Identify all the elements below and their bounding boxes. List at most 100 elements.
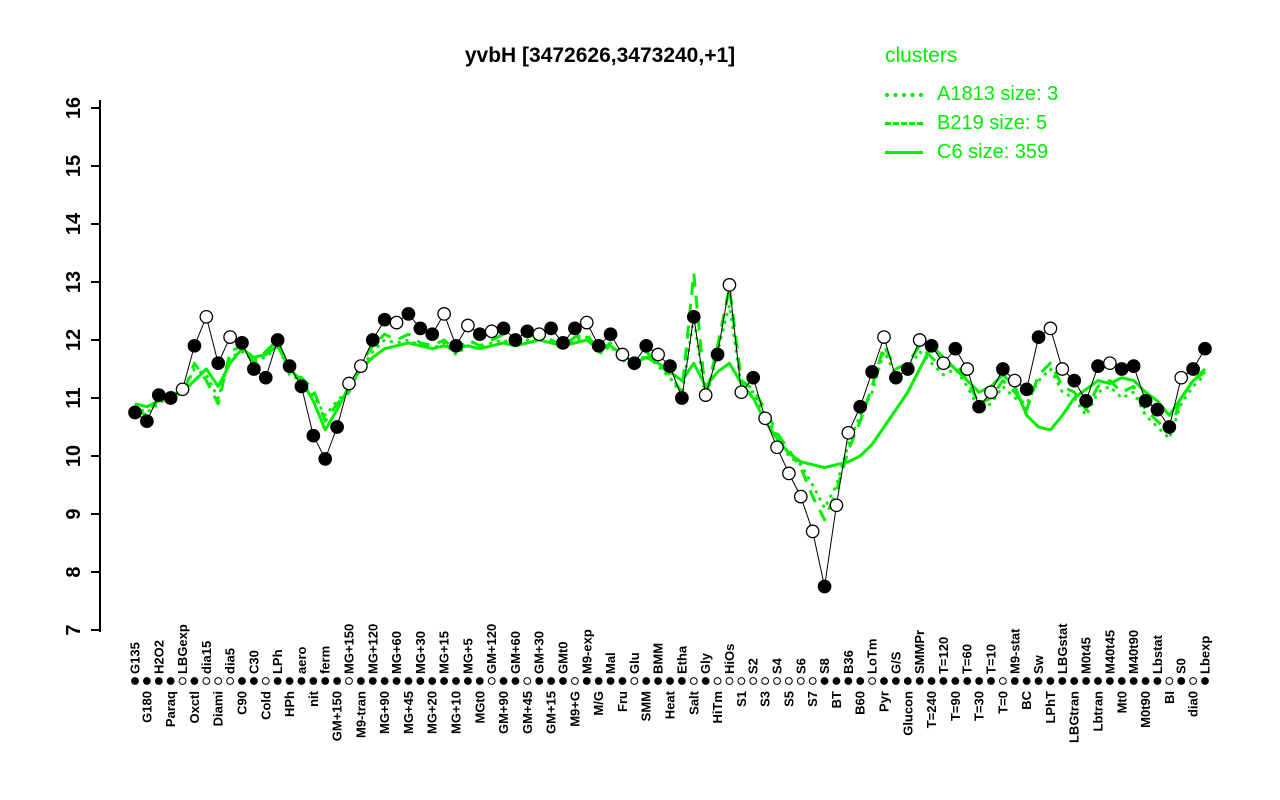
x-axis-label: M9-exp [579,629,594,674]
legend: clusters A1813 size: 3 B219 size: 5 C6 s… [885,44,1215,167]
condition-dot [214,677,223,685]
x-axis-label: SMM [639,691,654,721]
data-point [1174,370,1189,385]
x-axis-label: BC [1019,690,1034,709]
x-axis-label: Heat [663,690,678,719]
x-axis-label: M9+G [567,691,582,727]
dotted-line-icon [885,92,923,97]
data-point [294,379,309,394]
data-point [425,327,440,342]
x-axis-label: S8 [817,658,832,674]
data-point [318,452,333,466]
x-axis-label: Glu [627,652,642,674]
data-point [342,376,356,391]
data-point [639,338,654,353]
x-axis-label: S0 [1174,658,1189,674]
data-point [900,362,915,376]
legend-title: clusters [885,44,958,67]
condition-dot [1070,677,1079,685]
condition-dot [796,677,805,685]
data-point [793,489,808,504]
condition-dot [915,677,924,685]
data-point [710,347,725,362]
data-point [306,428,321,443]
x-axis-label: Etha [674,645,689,674]
legend-entry-c6: C6 size: 359 [885,138,1215,167]
condition-dot [784,677,793,685]
x-axis-label: M/G [591,691,606,716]
condition-dot [773,677,781,685]
condition-dot [749,677,758,685]
condition-dot [440,677,449,685]
x-axis-label: Salt [686,690,701,715]
x-axis-label: T=120 [936,637,951,674]
data-point [354,359,368,373]
condition-dot [309,677,318,685]
data-point [782,466,796,481]
x-axis-label: M0t45 [1079,637,1094,674]
data-point [140,414,154,429]
x-axis-label: LBGstat [1055,623,1070,674]
x-axis-label: Oxctl [187,691,202,724]
data-point [211,356,226,371]
data-point [556,336,570,350]
data-point [163,391,178,405]
x-axis-label: MG+150 [342,624,357,674]
condition-dot [654,677,663,685]
data-point [520,324,535,339]
y-tick-label: 14 [63,212,85,235]
x-axis-label: GM+45 [520,691,535,734]
data-point [746,370,761,385]
condition-dot [713,677,722,685]
condition-dot [511,677,520,685]
condition-dot [487,677,496,685]
condition-dot [868,677,877,685]
x-axis-label: Cold [258,691,273,720]
data-point [365,333,380,347]
condition-dot [226,677,235,685]
condition-dot [297,677,306,685]
x-axis-label: BI [1162,691,1177,704]
y-tick-label: 12 [63,329,85,351]
x-axis-label: LBGtran [1067,691,1082,743]
condition-dot [570,677,579,685]
legend-entry-b219: B219 size: 5 [885,109,1215,138]
x-axis-label: MG+120 [365,624,380,674]
x-axis-label: MG+60 [389,631,404,674]
data-point [817,579,832,594]
condition-dot [463,677,472,685]
y-tick-label: 8 [63,566,85,577]
condition-dot [951,677,960,685]
condition-dot [285,677,294,685]
data-point [877,330,891,344]
data-point [1067,373,1082,388]
x-axis-label: T=90 [948,691,963,721]
x-axis-label: Pyr [877,691,892,712]
data-point [1150,402,1165,417]
x-axis-label: S6 [793,658,808,674]
data-point [1043,321,1058,336]
data-point [235,336,249,350]
x-axis-label: B60 [853,691,868,715]
data-point [579,315,594,330]
condition-dot [238,677,246,685]
data-point [1114,362,1129,376]
x-axis-label: C90 [235,691,250,715]
condition-dot [261,677,270,685]
condition-dot [249,677,258,685]
data-point [770,440,784,455]
x-axis-label: T=10 [984,644,999,674]
x-axis-label: Fru [615,691,630,712]
data-point [663,359,677,373]
x-axis-label: aero [294,646,309,674]
data-point [437,307,451,321]
condition-dot [499,677,508,685]
legend-entry-label: C6 size: 359 [937,141,1049,163]
condition-dot [452,677,460,685]
data-point [675,391,689,405]
condition-dot [559,677,567,685]
condition-dot [428,677,437,685]
data-point [996,362,1010,376]
data-point [948,341,963,356]
condition-dot [1058,677,1067,685]
